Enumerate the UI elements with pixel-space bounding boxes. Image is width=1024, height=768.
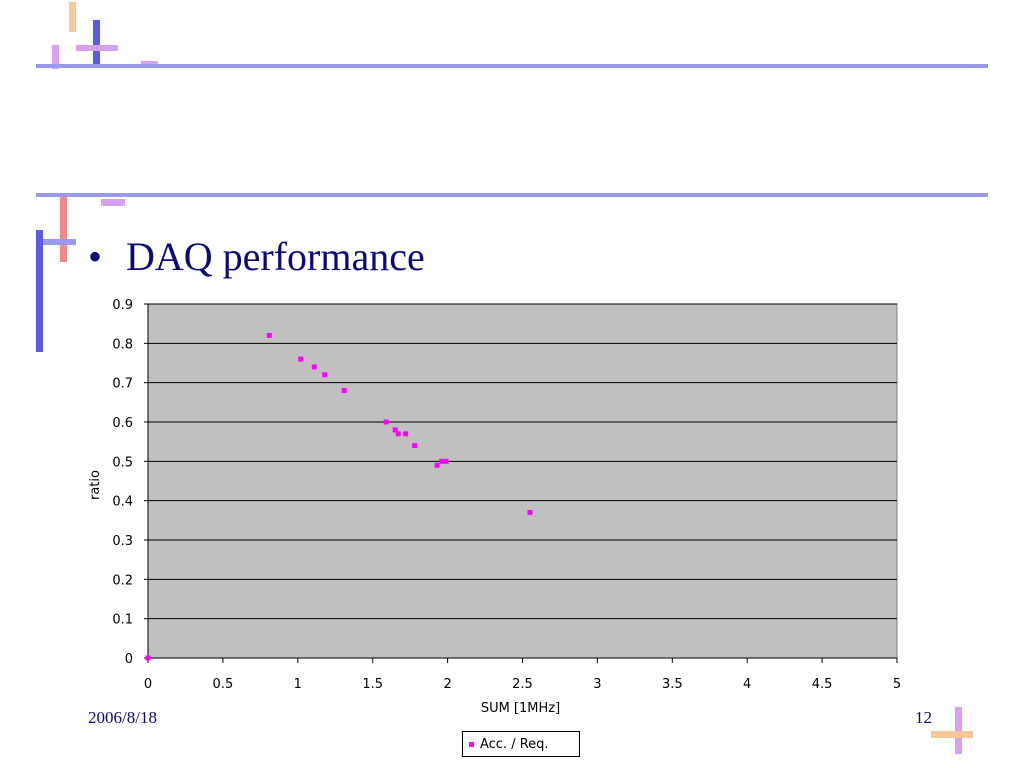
y-tick-label: 0.7 xyxy=(112,377,133,392)
y-tick-label: 0.2 xyxy=(112,573,133,588)
x-axis-label: SUM [1MHz] xyxy=(481,701,560,716)
data-point xyxy=(527,509,533,515)
x-tick-label: 1 xyxy=(294,677,302,692)
middle-rule xyxy=(36,193,988,197)
chart-legend: Acc. / Req. xyxy=(462,731,580,757)
plot-area xyxy=(147,303,898,659)
decor-bar-peach-bottom xyxy=(931,731,973,738)
data-point xyxy=(392,427,398,433)
decor-bar-blue-left xyxy=(36,230,43,352)
slide-title: DAQ performance xyxy=(126,234,425,279)
decor-bar-lilac-horizontal xyxy=(76,45,118,51)
top-rule xyxy=(36,64,988,68)
data-point xyxy=(395,431,401,437)
y-tick-label: 0.1 xyxy=(112,613,133,628)
x-tick-label: 3 xyxy=(593,677,601,692)
data-point xyxy=(266,332,272,338)
footer-date: 2006/8/18 xyxy=(88,708,157,727)
decor-bar-lilac-bottom-vertical xyxy=(955,707,962,754)
data-point xyxy=(439,458,445,464)
title-bullet: • xyxy=(88,234,103,279)
decor-bar-peach xyxy=(69,2,76,32)
y-tick-label: 0 xyxy=(125,652,133,667)
data-point xyxy=(443,458,449,464)
x-tick-label: 2.5 xyxy=(512,677,533,692)
x-tick-label: 0 xyxy=(144,677,152,692)
data-point xyxy=(311,364,317,370)
y-tick-label: 0.3 xyxy=(112,534,133,549)
data-point xyxy=(434,462,440,468)
y-tick-label: 0.4 xyxy=(112,495,133,510)
x-tick-label: 0.5 xyxy=(213,677,234,692)
y-axis-label: ratio xyxy=(88,470,103,500)
decor-bar-lilac-tab xyxy=(101,199,125,206)
decor-bar-pink-vertical xyxy=(60,197,67,262)
decor-bar-lilac-vertical xyxy=(52,45,59,69)
legend-label: Acc. / Req. xyxy=(480,736,549,752)
data-point xyxy=(322,372,328,378)
y-tick-label: 0.6 xyxy=(112,416,133,431)
x-tick-label: 4.5 xyxy=(812,677,833,692)
x-tick-label: 4 xyxy=(743,677,751,692)
data-point xyxy=(383,419,389,425)
y-tick-label: 0.8 xyxy=(112,337,133,352)
x-tick-label: 2 xyxy=(443,677,451,692)
data-point xyxy=(403,431,409,437)
decor-bar-blue-vertical xyxy=(93,20,100,67)
data-point xyxy=(298,356,304,362)
legend-swatch xyxy=(469,741,474,747)
x-tick-label: 3.5 xyxy=(662,677,683,692)
x-tick-label: 1.5 xyxy=(362,677,383,692)
y-tick-label: 0.5 xyxy=(112,455,133,470)
decor-bar-lilac-cross xyxy=(43,239,76,245)
data-point xyxy=(145,655,151,661)
y-tick-label: 0.9 xyxy=(112,298,133,313)
data-point xyxy=(341,388,347,394)
x-tick-label: 5 xyxy=(893,677,901,692)
page-number: 12 xyxy=(915,708,932,727)
data-point xyxy=(412,443,418,449)
